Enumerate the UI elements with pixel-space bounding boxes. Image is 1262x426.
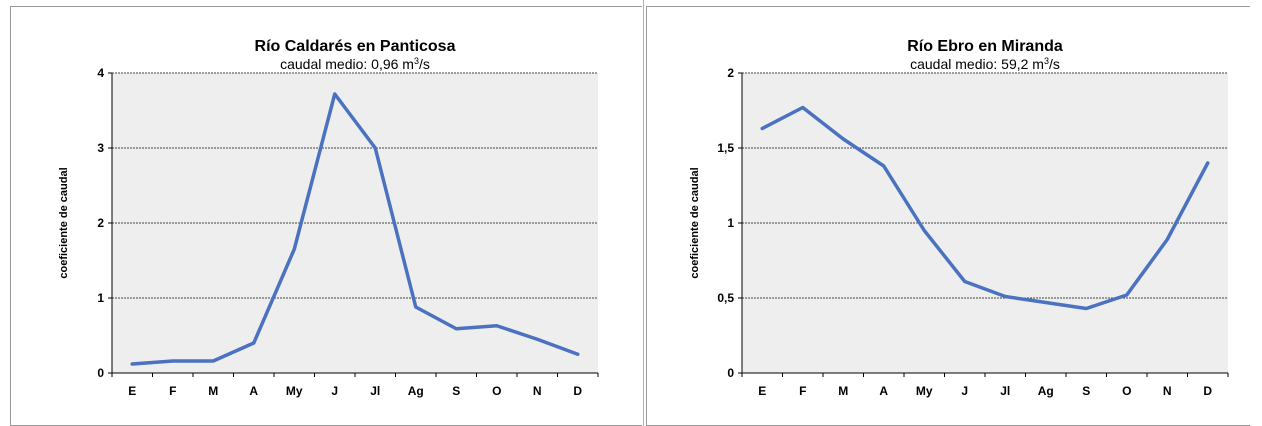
data-point [841,137,845,141]
data-point [1165,238,1169,241]
data-point [1044,301,1048,304]
y-tick-label: 1 [97,291,104,305]
data-point [333,92,337,96]
x-tick-label: F [799,384,806,398]
y-axis-label: coeficiente de caudal [689,167,701,278]
panel-divider [643,0,644,426]
y-tick-label: 4 [97,66,104,80]
y-tick-label: 2 [727,66,734,80]
chart-subtitle: caudal medio: 0,96 m3/s [280,56,430,72]
x-tick-label: Jl [1000,384,1010,398]
data-point [495,324,499,328]
data-point [1084,307,1088,310]
y-tick-label: 1 [727,216,734,230]
chart-title: Río Caldarés en Panticosa [255,38,456,55]
x-tick-label: J [331,384,338,398]
data-point [171,359,175,363]
x-tick-label: My [286,384,303,398]
data-point [130,362,134,366]
x-tick-label: E [758,384,766,398]
data-point [882,164,886,168]
x-tick-label: M [208,384,218,398]
data-point [760,127,764,130]
data-point [922,229,926,232]
data-point [211,359,215,363]
data-point [454,327,458,331]
x-tick-label: J [961,384,968,398]
chart-title: Río Ebro en Miranda [907,38,1063,55]
x-tick-label: F [169,384,176,398]
y-axis-label: coeficiente de caudal [58,167,70,278]
data-point [1003,295,1007,298]
x-tick-label: A [879,384,888,398]
x-tick-label: Jl [370,384,380,398]
y-tick-label: 0 [727,366,734,380]
x-tick-label: N [533,384,542,398]
x-tick-label: D [1203,384,1212,398]
x-tick-label: Ag [1038,384,1054,398]
x-tick-label: O [1122,384,1131,398]
x-tick-label: S [1082,384,1090,398]
data-point [1206,161,1210,165]
y-tick-label: 0 [97,366,104,380]
x-tick-label: E [128,384,136,398]
y-tick-label: 1,5 [717,141,734,155]
chart-group: 0 1 2 3 4 E F M A My J Jl Ag S O N D Río Caldarés en Pant… [58,38,599,398]
data-point [801,106,805,109]
data-point [373,146,377,150]
x-tick-label: N [1163,384,1172,398]
data-point [576,352,580,356]
data-point [292,247,296,251]
x-tick-label: S [452,384,460,398]
chart-group: 0 0,5 1 1,5 2 E F M A My J Jl Ag S O N D Río Ebro en Mira… [689,38,1229,398]
data-point [252,341,256,345]
data-point [963,280,967,283]
data-point [535,337,539,341]
series-line [760,105,1210,311]
y-tick-label: 3 [97,141,104,155]
x-tick-label: M [838,384,848,398]
x-tick-label: D [573,384,582,398]
x-tick-label: My [916,384,933,398]
chart-subtitle: caudal medio: 59,2 m3/s [910,56,1060,72]
x-tick-label: Ag [408,384,424,398]
x-tick-label: A [249,384,258,398]
series-line [130,92,580,366]
x-tick-label: O [492,384,501,398]
data-point [414,305,418,309]
y-tick-label: 2 [97,216,104,230]
data-point [1125,293,1129,297]
y-tick-label: 0,5 [717,291,734,305]
